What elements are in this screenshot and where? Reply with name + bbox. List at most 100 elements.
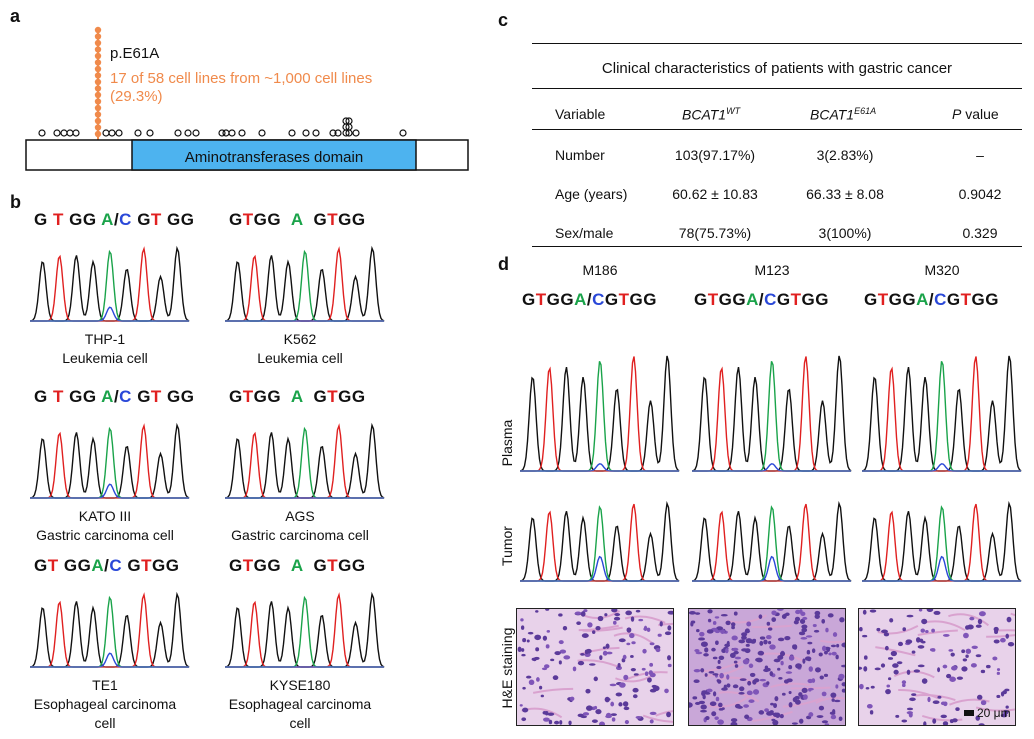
trace-A [30,595,189,668]
he-staining-image [688,608,846,726]
patient-id: M123 [754,262,790,278]
open-dot [134,129,142,137]
open-dot [174,129,182,137]
orange-dot [94,91,102,99]
lollipop-plot [25,26,469,171]
tumor-chromatogram [862,500,1022,582]
trace-G [692,355,852,472]
trace-A [30,249,189,322]
orange-dot [94,104,102,112]
table-cell-mut: 3(2.83%) [816,147,874,163]
trace-T [30,423,189,499]
trace-G [225,591,385,668]
chromatogram [225,591,385,668]
trace-G [692,500,852,582]
orange-dot [94,85,102,92]
trace-T [225,246,384,322]
table-cell-variable: Number [555,147,605,163]
open-dot [258,129,266,137]
table-cell-wt: 103(97.17%) [674,147,756,163]
plasma-chromatogram [862,355,1022,472]
trace-A [225,249,384,322]
orange-dot [94,78,102,86]
mutation-label: p.E61A [110,45,160,62]
open-dot [342,117,350,125]
trace-A [520,505,679,582]
plasma-chromatogram [692,355,852,472]
chromatogram [225,422,385,499]
open-dot [66,129,74,137]
open-dot [184,129,192,137]
open-dot [238,129,246,137]
trace-G [225,422,385,499]
trace-T [692,503,851,582]
trace-A [692,361,851,472]
open-dot [38,129,46,137]
trace-G [30,591,190,668]
panel-a-letter: a [10,6,21,26]
row-label-plasma: Plasma [499,419,515,467]
sample-caption: THP-1 Leukemia cell [62,331,148,366]
open-dot [192,129,200,137]
table-cell-variable: Age (years) [555,186,628,202]
panel-b-letter: b [10,192,21,212]
patient-sequence: GTGGA/CGTGG [522,290,657,309]
table-title-rule [532,88,1022,89]
open-dot [115,129,123,137]
he-staining-image [516,608,674,726]
table-header-rule [532,129,1022,130]
orange-dot [94,72,102,79]
trace-G [225,245,385,322]
sample-caption: AGS Gastric carcinoma cell [231,508,369,543]
header-mut: BCAT1E61A [810,106,877,123]
open-dot [399,129,407,137]
table-title: Clinical characteristics of patients wit… [601,60,953,77]
sample-sequence: G T GG A/C GT GG [34,387,195,406]
open-dot [108,129,116,137]
orange-dot [94,39,102,47]
row-label-tumor: Tumor [499,526,515,566]
open-dot [60,129,68,137]
patient-id: M186 [582,262,618,278]
chromatogram [30,591,190,668]
trace-T [30,592,189,668]
table-bottom-rule [532,246,1022,247]
trace-A [862,361,1021,472]
tumor-chromatogram [520,500,680,582]
trace-A [692,505,851,582]
sample-sequence: GTGG A GTGG [229,556,366,575]
table-cell-mut: 3(100%) [818,225,872,241]
scale-bar [964,710,974,716]
table-top-rule [532,43,1022,44]
row-label-he: H&E staining [499,627,515,709]
orange-dot [94,130,102,138]
trace-A [225,426,384,499]
open-dot [345,117,353,125]
orange-dot [94,111,102,118]
open-dot [53,129,61,137]
chromatogram [30,245,190,322]
open-dot [312,129,320,137]
chromatogram [30,422,190,499]
trace-T [520,503,679,582]
orange-dot [94,46,102,53]
trace-A [225,595,384,668]
header-wt: BCAT1WT [682,106,741,123]
header-p: P value [952,106,999,122]
orange-dot [94,33,102,40]
sample-sequence: GTGG A GTGG [229,387,366,406]
trace-A [520,361,679,472]
patient-id: M320 [924,262,960,278]
mutation-count: 17 of 58 cell lines from ~1,000 cell lin… [110,70,373,105]
domain-label: Aminotransferases domain [184,149,364,166]
trace-A [30,426,189,499]
sample-sequence: G T GG A/C GT GG [34,210,195,229]
open-dot [334,129,342,137]
trace-T [225,592,384,668]
open-dot [288,129,296,137]
orange-dot [94,52,102,60]
trace-C [30,483,189,499]
sample-caption: K562 Leukemia cell [257,331,343,366]
table-cell-wt: 78(75.73%) [678,225,752,241]
orange-dot [94,124,102,131]
